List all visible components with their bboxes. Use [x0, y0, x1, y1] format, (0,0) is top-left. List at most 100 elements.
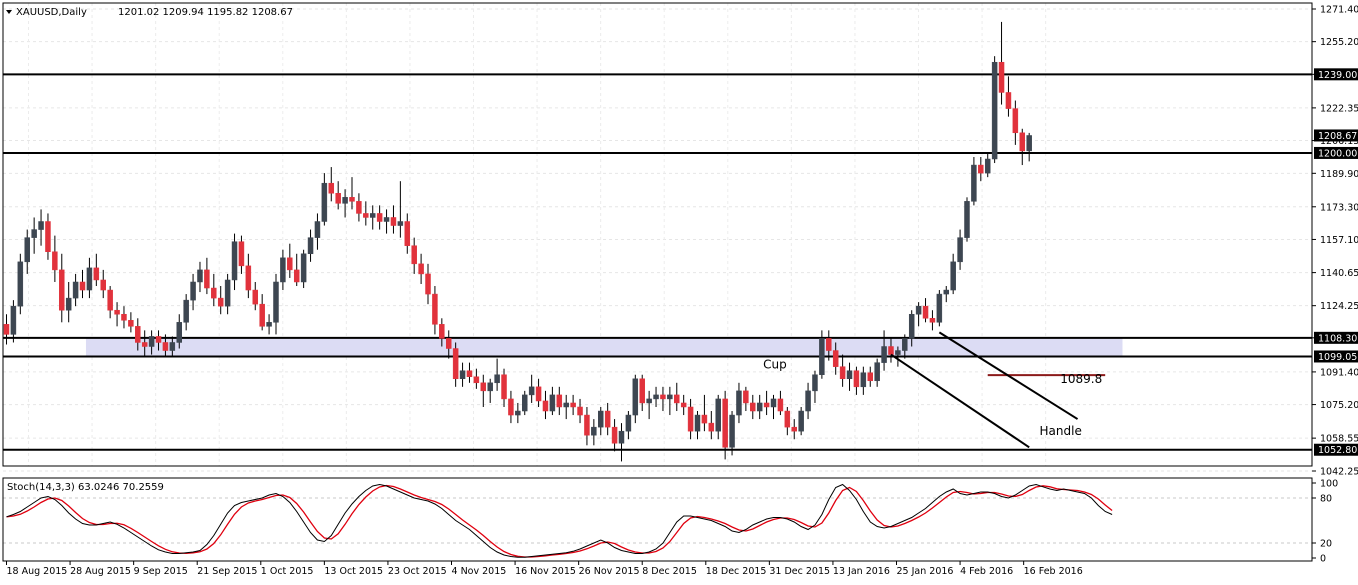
- support-zone: [85, 337, 1123, 357]
- level-price-tag-bg: [1314, 331, 1358, 344]
- candle-body: [667, 394, 673, 400]
- candle-body: [563, 402, 569, 408]
- annotations: Cup 1089.8 Handle: [763, 358, 1102, 439]
- candle-body: [287, 257, 293, 271]
- support-zone-rect: [85, 337, 1123, 357]
- candle-body: [238, 241, 245, 267]
- candle-body: [694, 414, 701, 432]
- candle-body: [31, 229, 37, 238]
- candle-body: [501, 374, 507, 400]
- candle-body: [349, 197, 355, 202]
- candle-body: [687, 406, 694, 432]
- stochastic-label: Stoch(14,3,3) 63.0246 70.2559: [7, 482, 164, 493]
- candle-body: [293, 269, 300, 283]
- level-price-tag: 1108.30: [1318, 333, 1357, 344]
- date-axis: 18 Aug 2015 28 Aug 2015 9 Sep 2015 21 Sep 2…: [6, 561, 1083, 577]
- handle-channel-line: [938, 331, 1079, 420]
- candle-body: [908, 313, 915, 339]
- candle-body: [549, 394, 556, 412]
- candle-body: [763, 402, 770, 408]
- candle-body: [169, 342, 176, 351]
- level-1089-label: 1089.8: [1060, 372, 1102, 386]
- candle-body: [459, 370, 466, 380]
- candle-body: [155, 336, 162, 343]
- candle-body: [480, 382, 487, 392]
- candle-body: [321, 182, 328, 222]
- collapse-triangle-icon[interactable]: [6, 10, 12, 14]
- candle-body: [473, 376, 480, 384]
- candle-body: [819, 338, 825, 375]
- candle-body: [383, 217, 390, 222]
- candle-body: [135, 326, 141, 343]
- handle-label: Handle: [1040, 424, 1082, 438]
- candle-body: [1012, 108, 1019, 134]
- candle-body: [805, 390, 811, 412]
- stoch-tick-label: 0: [1320, 554, 1326, 565]
- candle-body: [439, 324, 445, 339]
- price-tick-label: 1042.25: [1320, 467, 1358, 478]
- candle-body: [162, 342, 169, 351]
- candle-body: [874, 362, 880, 382]
- candle-body: [950, 261, 956, 291]
- candle-body: [17, 261, 24, 307]
- candle-body: [743, 390, 749, 404]
- level-price-tag: 1200.00: [1318, 148, 1357, 159]
- stochastic-panel: [3, 483, 1312, 558]
- candlestick-series: [3, 21, 1032, 462]
- candle-body: [252, 289, 259, 305]
- horizontal-levels: [3, 73, 1312, 451]
- candle-body: [183, 299, 189, 323]
- candle-body: [542, 400, 549, 412]
- price-tick-label: 1271.40: [1320, 5, 1358, 16]
- candle-body: [577, 406, 583, 416]
- candle-body: [65, 297, 72, 311]
- stochastic-pane-border: [2, 477, 1313, 562]
- candle-body: [826, 338, 832, 351]
- current-price-tag-bg: [1314, 129, 1358, 142]
- level-price-tag-bg: [1314, 68, 1358, 81]
- candle-body: [245, 265, 252, 291]
- candle-body: [991, 61, 998, 160]
- candle-body: [280, 257, 286, 283]
- candle-body: [584, 414, 590, 436]
- candle-body: [176, 322, 182, 343]
- candle-body: [598, 410, 604, 428]
- candle-body: [736, 390, 742, 416]
- candle-body: [190, 281, 196, 301]
- date-tick-label: 13 Jan 2016: [833, 566, 890, 577]
- candle-body: [867, 372, 873, 382]
- stoch-main-line: [6, 483, 1113, 558]
- candle-body: [300, 253, 307, 283]
- candle-body: [680, 402, 687, 408]
- candle-body: [632, 378, 639, 416]
- candle-body: [363, 213, 369, 218]
- candle-body: [10, 305, 17, 335]
- candle-body: [984, 158, 991, 174]
- date-tick-label: 8 Dec 2015: [642, 566, 697, 577]
- candle-body: [929, 318, 936, 323]
- candle-body: [812, 374, 818, 392]
- candle-body: [266, 322, 272, 327]
- candle-body: [611, 426, 618, 444]
- candle-body: [750, 402, 756, 412]
- date-tick-label: 31 Dec 2015: [769, 566, 830, 577]
- candle-body: [508, 398, 514, 416]
- candle-body: [964, 201, 970, 238]
- candle-body: [1019, 132, 1026, 152]
- candle-body: [895, 350, 901, 355]
- candle-body: [307, 237, 314, 255]
- price-tick-label: 1255.20: [1320, 37, 1358, 48]
- candle-body: [653, 394, 659, 400]
- candle-body: [957, 237, 963, 263]
- candle-body: [515, 410, 521, 416]
- candle-body: [915, 305, 922, 315]
- candle-body: [660, 394, 666, 400]
- candle-body: [52, 251, 58, 271]
- current-price-tag: 1208.67: [1318, 131, 1357, 142]
- candle-body: [432, 293, 438, 325]
- date-tick-label: 16 Feb 2016: [1024, 566, 1083, 577]
- stoch-signal-line: [6, 484, 1113, 558]
- candle-body: [148, 336, 155, 347]
- candle-body: [936, 293, 943, 323]
